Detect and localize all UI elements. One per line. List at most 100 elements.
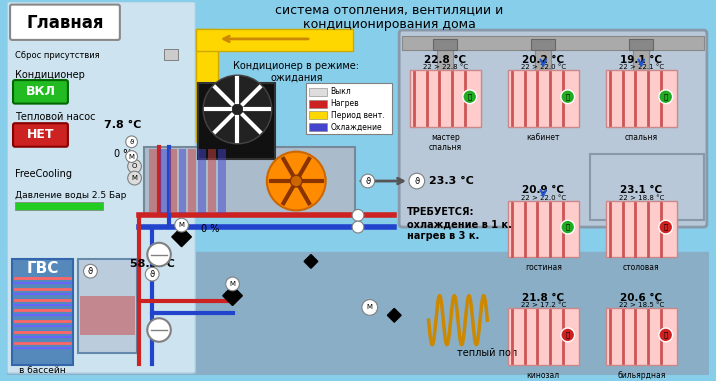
- Text: Главная: Главная: [26, 14, 104, 32]
- Text: ВКЛ: ВКЛ: [26, 85, 55, 98]
- Text: 21.8 °C: 21.8 °C: [522, 293, 564, 303]
- Circle shape: [127, 171, 141, 185]
- Bar: [79, 296, 135, 335]
- Text: ϑ: ϑ: [130, 139, 134, 145]
- Text: ϑ: ϑ: [414, 176, 420, 186]
- Text: 20.2 °C: 20.2 °C: [522, 54, 564, 64]
- Bar: [437, 50, 453, 71]
- Text: Тепловой насос: Тепловой насос: [15, 112, 95, 122]
- Text: 22.8 °C: 22.8 °C: [424, 54, 466, 64]
- Circle shape: [463, 90, 477, 104]
- Text: Давление воды 2.5 Бар: Давление воды 2.5 Бар: [15, 191, 126, 200]
- Bar: [590, 154, 704, 220]
- Text: 👤: 👤: [566, 224, 570, 231]
- Bar: [606, 309, 677, 365]
- Bar: [188, 149, 196, 213]
- Text: 0 %: 0 %: [201, 224, 220, 234]
- Bar: [536, 50, 551, 71]
- Polygon shape: [387, 309, 401, 322]
- Bar: [218, 149, 226, 213]
- Bar: [15, 202, 103, 210]
- Circle shape: [126, 150, 137, 162]
- Bar: [433, 39, 457, 50]
- Circle shape: [561, 328, 575, 342]
- Text: 👤: 👤: [468, 93, 472, 100]
- Text: 👤: 👤: [664, 93, 668, 100]
- Bar: [159, 149, 167, 213]
- Circle shape: [409, 173, 425, 189]
- Bar: [410, 70, 480, 127]
- Bar: [402, 36, 704, 50]
- Text: Выкл: Выкл: [331, 87, 352, 96]
- Text: спальня: спальня: [624, 133, 658, 142]
- Text: теплый пол: теплый пол: [458, 347, 518, 357]
- Circle shape: [147, 318, 171, 342]
- Circle shape: [352, 210, 364, 221]
- FancyBboxPatch shape: [399, 30, 707, 227]
- Text: M: M: [129, 154, 135, 160]
- Text: 19.1 °C: 19.1 °C: [620, 54, 662, 64]
- Bar: [149, 149, 157, 213]
- Bar: [7, 251, 709, 375]
- Text: система отопления, вентиляции и
кондиционирования дома: система отопления, вентиляции и кондицио…: [275, 3, 503, 31]
- FancyBboxPatch shape: [7, 2, 195, 373]
- Text: НЕТ: НЕТ: [26, 128, 54, 141]
- Circle shape: [175, 218, 188, 232]
- Text: 🚶: 🚶: [664, 331, 668, 338]
- Text: ϑ: ϑ: [88, 267, 93, 276]
- Bar: [309, 123, 326, 131]
- Text: M: M: [367, 304, 373, 311]
- Circle shape: [291, 175, 302, 187]
- Bar: [309, 112, 326, 119]
- Circle shape: [147, 243, 171, 266]
- Circle shape: [126, 136, 137, 148]
- Text: столовая: столовая: [623, 263, 659, 272]
- Text: 22 > 18.8 °C: 22 > 18.8 °C: [619, 195, 664, 201]
- Text: ГВС: ГВС: [26, 261, 59, 276]
- Circle shape: [362, 299, 377, 315]
- Text: кабинет: кабинет: [526, 133, 560, 142]
- Text: M: M: [230, 281, 236, 287]
- Bar: [508, 70, 579, 127]
- Circle shape: [659, 328, 672, 342]
- Text: 7.8 °C: 7.8 °C: [104, 120, 142, 130]
- FancyBboxPatch shape: [10, 5, 120, 40]
- Bar: [198, 149, 206, 213]
- Bar: [309, 88, 326, 96]
- Bar: [145, 147, 355, 215]
- FancyBboxPatch shape: [13, 80, 68, 104]
- Text: 23.1 °C: 23.1 °C: [620, 185, 662, 195]
- Text: 58.5 °C: 58.5 °C: [130, 259, 175, 269]
- Text: 20.6 °C: 20.6 °C: [620, 293, 662, 303]
- Text: 👤: 👤: [566, 93, 570, 100]
- Circle shape: [561, 220, 575, 234]
- Text: 22 > 17.2 °C: 22 > 17.2 °C: [521, 303, 566, 309]
- Circle shape: [226, 277, 239, 291]
- Text: 22 > 22.1 °C: 22 > 22.1 °C: [619, 64, 664, 70]
- Circle shape: [659, 220, 672, 234]
- Bar: [169, 149, 177, 213]
- Text: Сброс присутствия: Сброс присутствия: [15, 51, 100, 60]
- Circle shape: [145, 267, 159, 281]
- Bar: [306, 83, 392, 134]
- Text: 22 > 22.8 °C: 22 > 22.8 °C: [422, 64, 468, 70]
- Text: кинозал: кинозал: [527, 371, 560, 380]
- Circle shape: [267, 152, 326, 210]
- Bar: [606, 70, 677, 127]
- Text: Кондиционер: Кондиционер: [15, 70, 85, 80]
- Text: 0 %: 0 %: [114, 149, 132, 158]
- Text: мастер
спальня: мастер спальня: [429, 133, 462, 152]
- Text: ϑ: ϑ: [365, 176, 370, 186]
- Text: бильярдная: бильярдная: [617, 371, 665, 380]
- Bar: [508, 309, 579, 365]
- Bar: [606, 201, 677, 258]
- Circle shape: [561, 90, 575, 104]
- Polygon shape: [304, 255, 318, 268]
- FancyBboxPatch shape: [13, 123, 68, 147]
- Circle shape: [203, 75, 272, 144]
- Text: 23.3 °C: 23.3 °C: [429, 176, 473, 186]
- Bar: [208, 149, 216, 213]
- Text: 22 > 18.5 °C: 22 > 18.5 °C: [619, 303, 664, 309]
- Text: ТРЕБУЕТСЯ:
охлаждение в 1 к.
нагрев в 3 к.: ТРЕБУЕТСЯ: охлаждение в 1 к. нагрев в 3 …: [407, 208, 512, 241]
- Polygon shape: [223, 286, 242, 306]
